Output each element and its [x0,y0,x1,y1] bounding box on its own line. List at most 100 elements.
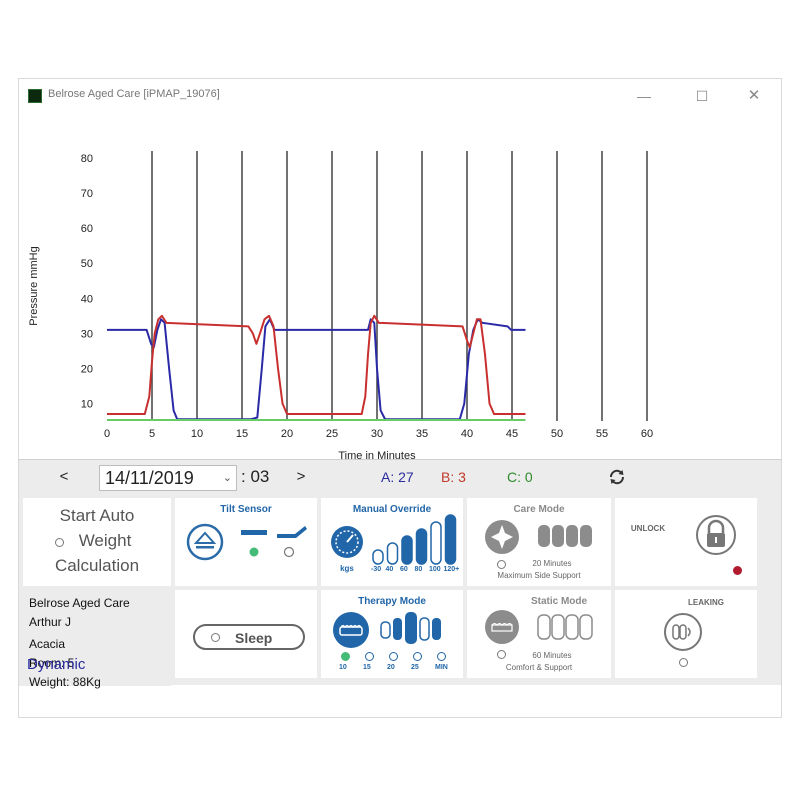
y-tick-label: 10 [81,398,93,410]
therapy-cells-icon [380,612,441,644]
x-tick-label: 0 [104,428,110,440]
series-line-0 [107,318,526,421]
y-tick-label: 40 [81,293,93,305]
override-level-bar[interactable] [386,542,399,565]
therapy-mattress-icon[interactable] [331,610,371,650]
static-mode-radio[interactable] [497,650,506,659]
prev-button[interactable]: < [59,468,69,485]
care-mode-radio[interactable] [497,560,506,569]
x-tick-label: 40 [461,428,473,440]
patient-info: Belrose Aged Care Arthur J Acacia Room: … [19,590,171,689]
unlock-tile: UNLOCK [615,498,757,586]
tilt-flat-icon[interactable] [239,524,269,560]
patient-name: Arthur J [29,615,72,629]
title-bar[interactable]: Belrose Aged Care [iPMAP_19076] — ☐ ✕ [19,79,781,113]
leak-cells-icon[interactable] [663,612,703,652]
patient-weight: Weight: 88Kg [29,675,101,689]
x-tick-label: 30 [371,428,383,440]
therapy-option-radio[interactable] [389,652,398,661]
x-tick-label: 60 [641,428,653,440]
x-tick-label: 35 [416,428,428,440]
weight-label: Weight [78,531,132,550]
therapy-option-label: 10 [339,664,347,671]
y-tick-label: 30 [81,328,93,340]
care-mode-icon[interactable] [483,518,521,556]
sleep-label: Sleep [235,630,273,646]
override-level-bar[interactable] [444,514,457,565]
x-tick-label: 15 [236,428,248,440]
control-panel: < 14/11/2019 ⌄ : 03 > A: 27 B: 3 C: 0 St… [19,459,781,689]
pressure-chart: 0 5 10 15 20 25 30 35 40 45 50 55 60 10 20 30 40 50 60 70 80… [19,119,781,459]
sleep-button[interactable]: Sleep [193,624,305,650]
date-select[interactable]: 14/11/2019 ⌄ [99,465,237,491]
minute-value: : 03 [241,467,270,486]
x-tick-label: 25 [326,428,338,440]
static-mode-tile: Static Mode 60 Minutes Comfort & Support [467,590,611,678]
calculation-label: Calculation [54,556,140,575]
override-level-label: 40 [385,566,394,573]
static-mode-time: 60 Minutes [532,651,572,660]
therapy-option-radio[interactable] [437,652,446,661]
count-a: A: 27 [381,469,414,485]
care-mode-cells-icon [538,525,592,547]
care-mode-desc: Maximum Side Support [497,571,581,580]
close-button[interactable]: ✕ [747,87,761,104]
manual-override-tile: Manual Override kgs -30 40 60 80 100 120+ [321,498,463,586]
care-mode-tile: Care Mode 20 Minutes Maximum Side Suppor… [467,498,611,586]
tilt-sensor-title: Tilt Sensor [220,504,272,515]
y-axis-title: Pressure mmHg [28,246,40,325]
date-navigation: < 14/11/2019 ⌄ : 03 > A: 27 B: 3 C: 0 [19,460,781,494]
override-level-bar[interactable] [415,528,428,565]
therapy-mode-tile: Therapy Mode 10 15 20 25 MIN [321,590,463,678]
override-level-label: 60 [400,566,408,573]
therapy-options: 10 15 20 25 MIN [339,652,457,676]
start-auto-label: Start Auto [59,506,135,525]
x-tick-label: 45 [506,428,518,440]
pressure-chart-svg: 0 5 10 15 20 25 30 35 40 45 50 55 60 10 20 30 40 50 60 70 80… [28,151,653,459]
app-window: Belrose Aged Care [iPMAP_19076] — ☐ ✕ 0 5… [18,78,782,718]
therapy-option-radio[interactable] [341,652,350,661]
therapy-option-label: 25 [411,664,419,671]
override-level-bars[interactable] [371,514,461,566]
care-mode-title: Care Mode [513,504,565,515]
override-level-bar[interactable] [372,549,384,565]
y-tick-label: 50 [81,258,93,270]
y-tick-label: 60 [81,223,93,235]
facility-name: Belrose Aged Care [29,596,130,610]
manual-override-title: Manual Override [352,504,432,515]
maximize-button[interactable]: ☐ [695,88,709,104]
ward-name: Acacia [29,637,66,651]
next-button[interactable]: > [296,468,306,485]
therapy-option-radio[interactable] [413,652,422,661]
lock-status-indicator [733,566,742,575]
therapy-option-label: 20 [387,664,395,671]
override-level-label: -30 [371,566,382,573]
chevron-down-icon: ⌄ [222,472,232,484]
start-auto-weight-tile[interactable]: Start Auto Weight Calculation [23,498,171,586]
care-mode-time: 20 Minutes [532,559,572,568]
weight-calc-radio[interactable] [55,538,64,547]
mode-status: Dynamic [27,656,86,673]
refresh-icon[interactable] [607,467,627,487]
therapy-option-radio[interactable] [365,652,374,661]
minimize-button[interactable]: — [637,88,651,104]
window-title: Belrose Aged Care [iPMAP_19076] [48,88,220,100]
count-c: C: 0 [507,469,533,485]
x-tick-label: 50 [551,428,563,440]
override-level-bar[interactable] [430,521,442,565]
sleep-tile: Sleep [175,590,317,678]
count-b: B: 3 [441,469,466,485]
tilt-eject-icon[interactable] [185,522,225,562]
room-number: Room: 5 [29,656,75,670]
override-level-bar[interactable] [401,535,413,565]
override-level-label: 100 [429,566,441,573]
lock-icon[interactable] [695,514,737,556]
sleep-radio [211,633,220,642]
weight-gauge-icon[interactable] [329,524,365,560]
x-tick-label: 10 [191,428,203,440]
tilt-angle-icon[interactable] [275,522,309,560]
static-mode-title: Static Mode [530,596,588,607]
x-tick-label: 55 [596,428,608,440]
override-level-label: 80 [414,566,423,573]
static-mode-icon[interactable] [483,608,521,646]
